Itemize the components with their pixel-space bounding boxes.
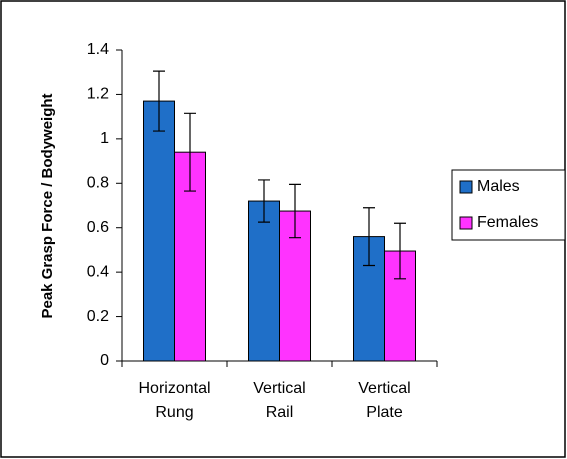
y-tick-label: 0.2	[87, 308, 109, 325]
error-bar	[184, 112, 196, 192]
y-tick-label: 1	[100, 130, 109, 147]
bar	[174, 151, 206, 362]
x-tick-label: Vertical Rail	[253, 380, 305, 421]
x-tick-label: Horizontal Rung	[138, 380, 210, 421]
y-tick-label: 0.4	[87, 263, 109, 280]
bar	[143, 100, 175, 362]
legend-label: Females	[477, 214, 538, 231]
legend-label: Males	[477, 178, 520, 195]
legend-swatch	[459, 216, 473, 230]
error-bar	[258, 179, 270, 223]
legend-swatch	[459, 180, 473, 194]
error-bar	[394, 222, 406, 280]
y-tick-label: 0.6	[87, 219, 109, 236]
error-bar	[153, 70, 165, 132]
y-tick-label: 0.8	[87, 175, 109, 192]
bar	[248, 200, 280, 362]
y-tick-label: 0	[100, 352, 109, 369]
bar	[353, 236, 385, 362]
y-tick-label: 1.2	[87, 86, 109, 103]
error-bar	[289, 183, 301, 239]
error-bar	[363, 207, 375, 267]
y-axis-label: Peak Grasp Force / Bodyweight	[39, 93, 56, 318]
y-tick-label: 1.4	[87, 41, 109, 58]
x-tick-label: Vertical Plate	[358, 380, 410, 421]
